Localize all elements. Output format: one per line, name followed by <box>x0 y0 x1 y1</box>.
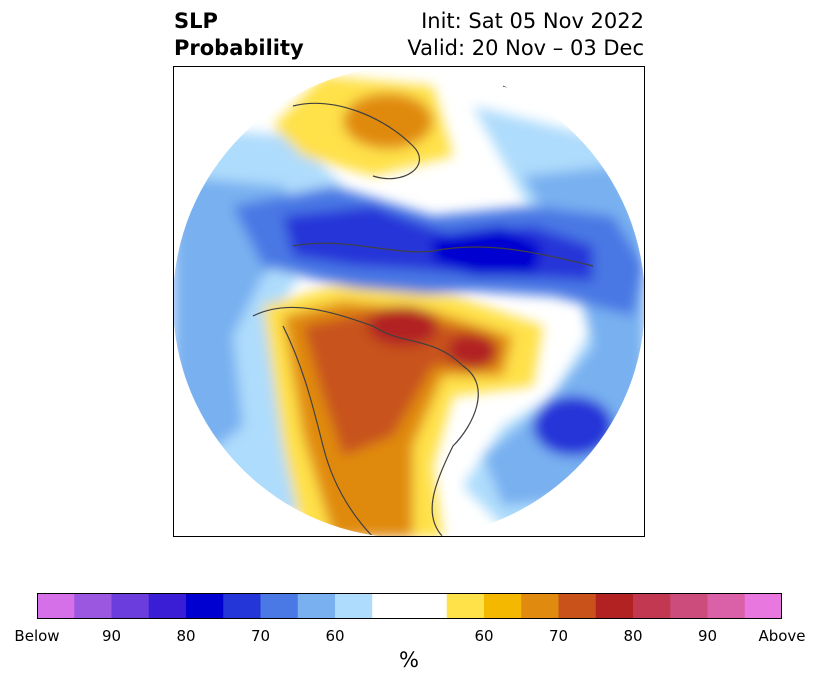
colorbar-segment <box>409 593 448 619</box>
colorbar-segment <box>297 593 336 619</box>
colorbar-tick-label: 60 <box>325 627 345 645</box>
colorbar-segment <box>633 593 671 619</box>
valid-range: Valid: 20 Nov – 03 Dec <box>407 36 644 60</box>
above-na-75 <box>303 311 493 456</box>
colorbar-segment <box>37 593 75 619</box>
map-title-right: Init: Sat 05 Nov 2022 Valid: 20 Nov – 03… <box>407 8 644 62</box>
polar-probability-map <box>173 66 645 537</box>
colorbar-tick-label: 90 <box>697 627 718 645</box>
colorbar-segment <box>335 593 373 619</box>
colorbar-tick-label: 70 <box>250 627 271 645</box>
colorbar-segment <box>260 593 299 619</box>
colorbar-tick-label: 90 <box>101 627 122 645</box>
colorbar-segment <box>595 593 634 619</box>
colorbar <box>37 593 782 619</box>
title-variable: SLP <box>174 9 218 33</box>
colorbar-segment <box>521 593 559 619</box>
colorbar-segment <box>670 593 708 619</box>
colorbar-tick-label: 80 <box>623 627 643 645</box>
init-date: Init: Sat 05 Nov 2022 <box>421 9 644 33</box>
colorbar-segment <box>558 593 597 619</box>
colorbar-label: % <box>399 648 419 672</box>
colorbar-segment <box>372 593 410 619</box>
colorbar-segment <box>111 593 150 619</box>
below-90-core <box>433 226 543 276</box>
below-atlantic-low <box>533 396 613 456</box>
above-labrador-core <box>448 333 498 369</box>
colorbar-segment <box>484 593 522 619</box>
map-frame-border <box>173 66 645 537</box>
colorbar-segment <box>707 593 746 619</box>
above-north-core <box>343 93 433 149</box>
colorbar-tick-label: 80 <box>176 627 196 645</box>
above-hudson-core <box>368 306 438 346</box>
colorbar-segment <box>186 593 224 619</box>
colorbar-segment <box>74 593 112 619</box>
map-title-left: SLP Probability <box>174 8 304 62</box>
colorbar-segment <box>148 593 187 619</box>
colorbar-border <box>37 593 782 619</box>
colorbar-segment <box>446 593 485 619</box>
title-type: Probability <box>174 36 304 60</box>
colorbar-tick-label: 60 <box>474 627 494 645</box>
colorbar-segment <box>744 593 782 619</box>
colorbar-tick-label: Below <box>14 627 60 645</box>
colorbar-segment <box>223 593 261 619</box>
colorbar-tick-label: Above <box>758 627 806 645</box>
colorbar-tick-label: 70 <box>548 627 569 645</box>
